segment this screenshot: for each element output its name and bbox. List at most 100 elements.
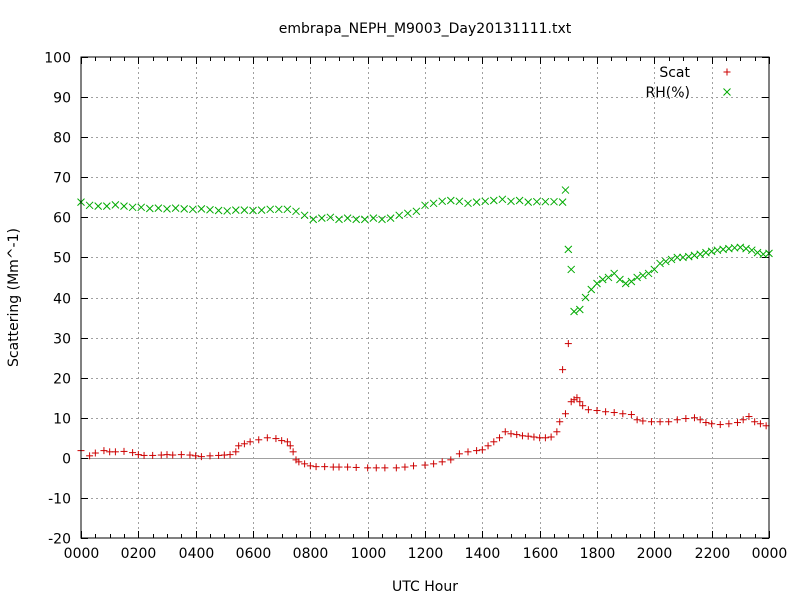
rh-data-point xyxy=(403,209,412,218)
rh-data-point xyxy=(438,197,447,206)
rh-data-point xyxy=(753,248,762,257)
y-tick-label: 50 xyxy=(53,251,71,267)
x-tick-label: 1800 xyxy=(580,546,616,562)
rh-data-point xyxy=(472,198,481,206)
rh-data-point xyxy=(206,205,214,214)
rh-data-point xyxy=(240,206,249,214)
scat-data-point xyxy=(381,464,389,472)
scat-data-point xyxy=(573,394,581,402)
legend-label: RH(%) xyxy=(646,85,690,101)
scat-data-point xyxy=(86,452,94,460)
x-tick-label: 1400 xyxy=(465,546,501,562)
rh-data-point xyxy=(644,269,653,278)
scat-data-point xyxy=(430,460,438,468)
y-tick-label: 10 xyxy=(53,412,71,428)
rh-data-point xyxy=(163,205,171,213)
rh-data-point xyxy=(446,196,455,205)
scat-data-point xyxy=(490,438,498,446)
scat-data-point xyxy=(246,438,254,446)
y-tick-label: -20 xyxy=(48,532,71,548)
legend-marker xyxy=(723,68,731,76)
scat-data-point xyxy=(690,414,698,422)
rh-data-point xyxy=(412,207,421,216)
rh-data-point xyxy=(616,275,624,284)
rh-data-point xyxy=(515,196,524,205)
rh-data-point xyxy=(570,307,578,316)
scat-data-point xyxy=(312,463,320,471)
scat-data-point xyxy=(633,416,641,424)
rh-data-point xyxy=(266,205,275,214)
y-tick-label: 30 xyxy=(53,332,71,348)
scat-data-point xyxy=(576,398,584,406)
y-tick-label: 70 xyxy=(53,171,71,187)
rh-data-point xyxy=(257,206,266,214)
rh-data-point xyxy=(627,277,636,286)
scat-data-point xyxy=(473,447,481,455)
scat-data-point xyxy=(149,451,157,459)
rh-data-point xyxy=(639,271,647,280)
rh-data-point xyxy=(214,206,223,215)
rh-data-point xyxy=(197,205,206,213)
scat-data-point xyxy=(541,434,549,442)
scat-data-point xyxy=(647,418,655,426)
scat-data-point xyxy=(344,463,352,471)
scat-data-point xyxy=(177,451,185,459)
rh-data-point xyxy=(274,205,283,214)
x-tick-label: 0800 xyxy=(293,546,329,562)
rh-data-point xyxy=(564,245,573,254)
scat-data-point xyxy=(627,411,635,419)
scat-data-point xyxy=(556,418,564,426)
scat-data-point xyxy=(496,434,504,442)
scat-data-point xyxy=(751,418,759,426)
rh-data-point xyxy=(429,199,438,208)
rh-data-point xyxy=(541,197,550,206)
rh-data-point xyxy=(593,279,601,288)
scat-data-point xyxy=(619,410,627,418)
scat-data-point xyxy=(708,420,716,428)
rh-data-point xyxy=(171,204,180,212)
rh-data-point xyxy=(575,305,584,314)
y-tick-label: 60 xyxy=(53,211,71,227)
x-tick-label: 2200 xyxy=(695,546,731,562)
rh-data-point xyxy=(667,255,676,264)
rh-data-point xyxy=(395,211,404,220)
rh-data-point xyxy=(154,204,163,212)
rh-data-point xyxy=(386,214,395,222)
scat-data-point xyxy=(501,428,509,436)
scat-data-point xyxy=(665,418,673,426)
scat-data-point xyxy=(410,462,418,470)
x-tick-label: 2000 xyxy=(637,546,673,562)
rh-data-point xyxy=(421,201,429,210)
scat-data-point xyxy=(639,417,647,425)
scat-data-point xyxy=(610,409,618,417)
scat-data-point xyxy=(725,420,733,428)
rh-data-point xyxy=(507,197,515,206)
rh-data-point xyxy=(137,203,146,212)
scat-data-point xyxy=(745,413,753,421)
scat-data-point xyxy=(301,460,309,468)
rh-data-point xyxy=(111,201,120,209)
y-axis-title: Scattering (Mm^-1) xyxy=(6,228,22,367)
scat-data-point xyxy=(306,462,314,470)
rh-data-point xyxy=(561,186,570,194)
rh-data-point xyxy=(650,265,659,274)
scat-data-point xyxy=(129,449,137,457)
scat-data-point xyxy=(364,464,372,472)
scat-data-point xyxy=(289,448,297,456)
scat-data-point xyxy=(392,464,400,472)
scat-data-point xyxy=(263,434,271,442)
rh-data-point xyxy=(742,244,750,253)
rh-data-point xyxy=(369,214,378,222)
legend-label: Scat xyxy=(659,65,690,81)
scat-data-point xyxy=(421,461,429,469)
rh-data-point xyxy=(85,201,94,210)
y-tick-label: 0 xyxy=(62,452,71,468)
rh-data-point xyxy=(352,215,361,224)
y-tick-label: 100 xyxy=(44,51,71,67)
x-tick-label: 0200 xyxy=(121,546,157,562)
rh-data-point xyxy=(455,197,464,206)
scat-data-point xyxy=(478,446,486,454)
scat-data-point xyxy=(530,433,538,441)
rh-data-point xyxy=(587,285,596,294)
